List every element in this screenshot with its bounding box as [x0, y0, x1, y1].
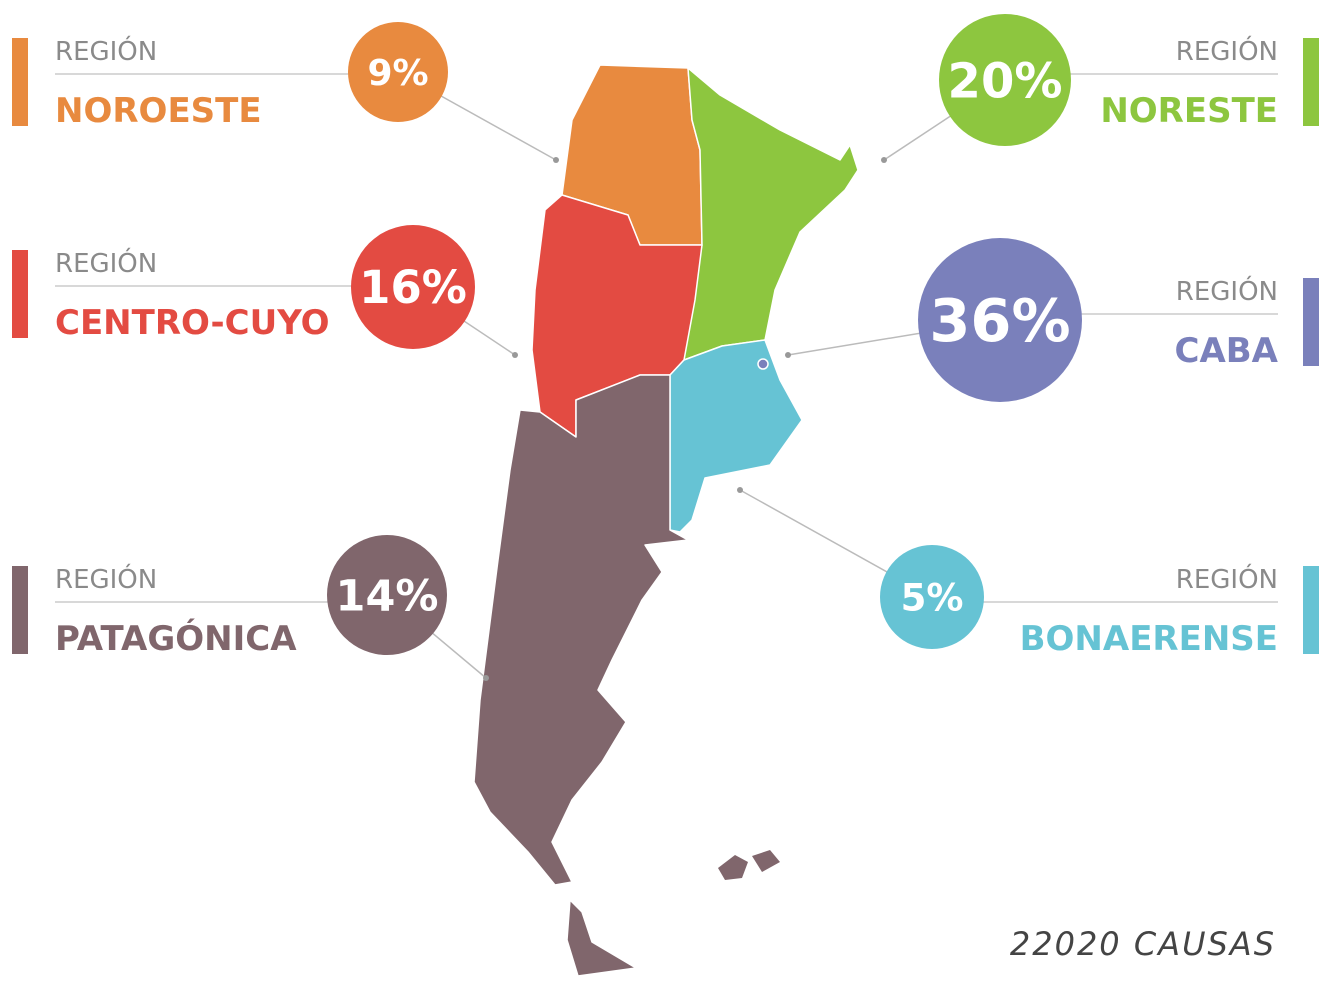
region-patagonica — [473, 374, 689, 886]
region-bonaerense — [669, 339, 803, 533]
region-bar — [12, 250, 28, 338]
region-prefix: REGIÓN — [1176, 275, 1278, 307]
connector-dot — [512, 352, 518, 358]
region-name: CENTRO-CUYO — [55, 303, 330, 343]
connector-dot — [881, 157, 887, 163]
connector-dot — [483, 675, 489, 681]
share-label: 5% — [901, 576, 964, 619]
region-prefix: REGIÓN — [55, 247, 157, 279]
islands — [752, 850, 780, 872]
region-name: NORESTE — [1100, 91, 1278, 131]
region-prefix: REGIÓN — [1176, 563, 1278, 595]
region-name: NOROESTE — [55, 91, 262, 131]
share-circle — [327, 535, 447, 655]
region-bar — [1303, 278, 1319, 366]
labels: REGIÓN NOROESTE 9% REGIÓN NORESTE 20% REGIÓN CE… — [12, 14, 1319, 681]
share-label: 20% — [948, 53, 1063, 109]
footer: 22020 CAUSAS — [1010, 925, 1276, 963]
share-circle — [939, 14, 1071, 146]
connector-dot — [553, 157, 559, 163]
share-label: 14% — [336, 571, 439, 621]
region-bar — [1303, 38, 1319, 126]
region-prefix: REGIÓN — [1176, 35, 1278, 67]
map — [473, 64, 859, 977]
region-name: BONAERENSE — [1020, 619, 1278, 659]
region-bar — [12, 566, 28, 654]
region-noreste — [683, 67, 859, 361]
caba-dot — [757, 358, 769, 370]
region-name: PATAGÓNICA — [55, 618, 297, 659]
share-label: 36% — [929, 286, 1070, 355]
region-prefix: REGIÓN — [55, 35, 157, 67]
islands — [718, 855, 748, 880]
share-circle — [348, 22, 448, 122]
share-circle — [351, 225, 475, 349]
region-name: CABA — [1175, 331, 1279, 371]
region-bar — [12, 38, 28, 126]
share-circle — [880, 545, 984, 649]
connector-dot — [785, 352, 791, 358]
tierra-del-fuego — [566, 899, 637, 977]
share-circle — [918, 238, 1082, 402]
region-prefix: REGIÓN — [55, 563, 157, 595]
region-bar — [1303, 566, 1319, 654]
connector-dot — [737, 487, 743, 493]
share-label: 9% — [367, 53, 428, 94]
share-label: 16% — [359, 261, 467, 314]
